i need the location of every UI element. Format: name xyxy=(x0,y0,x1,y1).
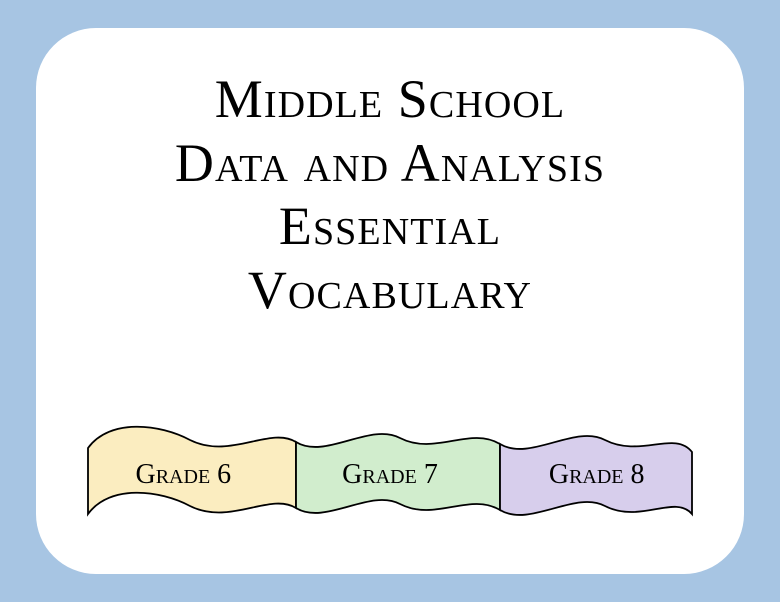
title-line-2: Data and Analysis xyxy=(175,132,605,196)
content-card: Middle School Data and Analysis Essentia… xyxy=(36,28,744,574)
banner-labels-row: Grade 6 Grade 7 Grade 8 xyxy=(80,412,700,532)
banner-label-grade-7: Grade 7 xyxy=(287,412,494,532)
page-title: Middle School Data and Analysis Essentia… xyxy=(175,68,605,323)
title-line-1: Middle School xyxy=(175,68,605,132)
grade-banner: Grade 6 Grade 7 Grade 8 xyxy=(80,412,700,532)
banner-label-grade-6: Grade 6 xyxy=(80,412,287,532)
title-line-4: Vocabulary xyxy=(175,259,605,323)
banner-label-grade-8: Grade 8 xyxy=(493,412,700,532)
page-background: Middle School Data and Analysis Essentia… xyxy=(0,0,780,602)
title-line-3: Essential xyxy=(175,195,605,259)
